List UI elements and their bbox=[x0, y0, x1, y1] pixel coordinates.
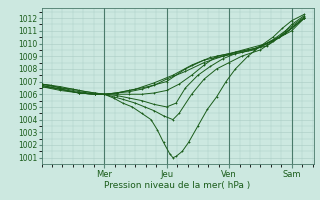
X-axis label: Pression niveau de la mer( hPa ): Pression niveau de la mer( hPa ) bbox=[104, 181, 251, 190]
